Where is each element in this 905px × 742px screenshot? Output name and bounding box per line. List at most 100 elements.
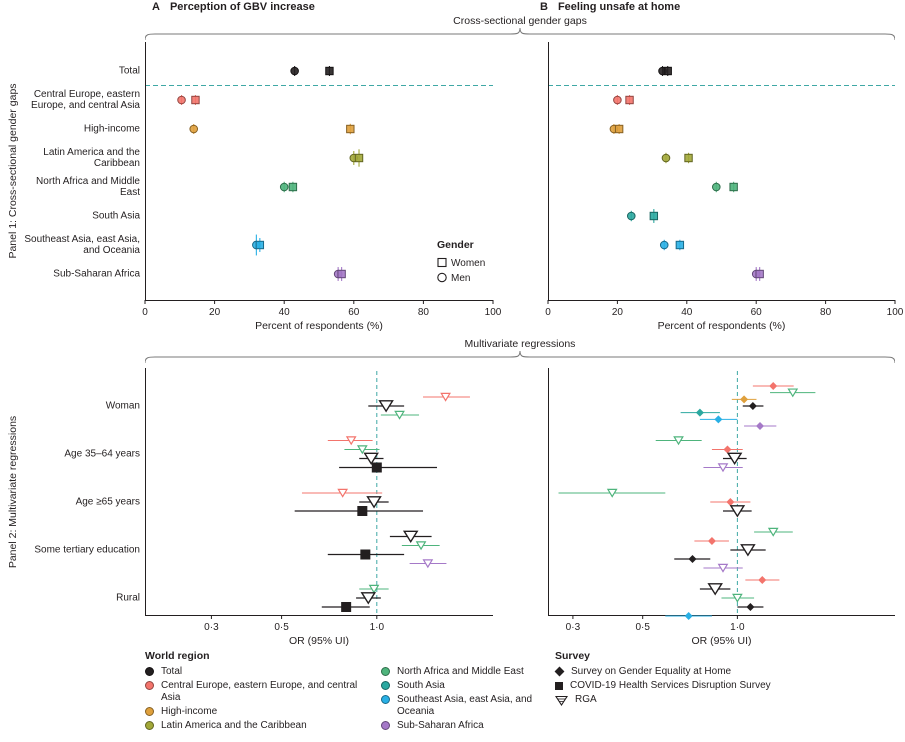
men-marker: [626, 211, 636, 221]
panel-b-regression-chart: 0·3 0·5 1·0 OR (95% UI): [548, 368, 895, 647]
category-label: Woman: [105, 400, 140, 412]
rga-survey-marker: [360, 592, 377, 605]
x-tick-label: 40: [681, 307, 693, 318]
category-label: Total: [118, 65, 140, 77]
women-marker: [663, 66, 672, 76]
rga-survey-marker: [345, 436, 357, 446]
legend-region-label: High-income: [161, 706, 218, 717]
sge-survey-marker: [769, 382, 778, 390]
women-marker: [614, 124, 624, 134]
rga-survey-marker: [732, 593, 743, 603]
panel-a-title: Perception of GBV increase: [169, 1, 315, 13]
covid-survey-marker: [357, 506, 368, 516]
survey-legend-items: Survey on Gender Equality at Home COVID-1…: [554, 666, 771, 706]
legend-region-item: Central Europe, eastern Europe, and cent…: [145, 680, 367, 704]
women-marker: [684, 153, 693, 163]
sge-survey-marker: [714, 415, 723, 424]
legend-region-dot-icon: [381, 695, 390, 704]
rga-survey-marker: [729, 505, 746, 518]
category-label: South Asia: [92, 210, 140, 222]
panel-a-letter: A: [152, 1, 160, 13]
x-tick-label: 0: [142, 307, 148, 318]
rga-survey-marker: [415, 541, 427, 551]
legend-region-dot-icon: [145, 681, 154, 690]
panel-b-header: B Feeling unsafe at home: [540, 1, 680, 13]
legend-square-icon: [555, 681, 563, 690]
legend-survey-label: RGA: [575, 694, 597, 705]
rga-survey-marker: [368, 584, 380, 594]
women-marker: [755, 269, 764, 279]
panel-a-regression-chart: 0·3 0·5 1·0 OR (95% UI): [145, 368, 493, 647]
rga-survey-marker: [726, 452, 743, 466]
x-tick-label: 60: [348, 307, 360, 318]
bottom-section-title: Multivariate regressions: [464, 338, 576, 350]
sge-survey-marker: [723, 445, 732, 454]
rga-survey-marker: [440, 392, 451, 402]
rga-survey-marker: [767, 527, 779, 537]
rga-survey-marker: [717, 563, 729, 573]
rga-survey-marker: [337, 488, 349, 498]
rga-survey-marker: [402, 530, 419, 544]
survey-legend: Survey Survey on Gender Equality at Home…: [554, 650, 771, 706]
x-axis-label: Percent of respondents (%): [658, 320, 786, 332]
women-marker: [346, 124, 355, 134]
chart-svg-top-a: 0 20 40 60 80 100 Percent of respondents (%) Ge…: [142, 42, 502, 332]
rga-survey-marker: [673, 436, 684, 446]
panel-b-gender-gap-chart: 0 20 40 60 80 100 Percent of respondents (%): [545, 42, 904, 332]
women-marker: [255, 240, 265, 250]
rga-survey-marker: [366, 496, 382, 509]
gender-legend-circle-icon: [437, 272, 447, 283]
legend-region-label: Southeast Asia, east Asia, and Oceania: [397, 694, 533, 717]
category-label: Some tertiary education: [34, 544, 140, 556]
world-region-legend-title: World region: [145, 650, 210, 662]
sge-survey-marker: [748, 402, 757, 410]
legend-diamond-icon: [554, 666, 565, 677]
legend-region-dot-icon: [381, 667, 390, 676]
sge-survey-marker: [688, 555, 697, 563]
survey-legend-title: Survey: [555, 650, 591, 662]
x-tick-label: 0·3: [204, 622, 219, 633]
men-marker: [659, 240, 669, 250]
rga-survey-marker: [356, 445, 368, 455]
category-label: Latin America and the Caribbean: [43, 147, 140, 169]
x-tick-label: 1·0: [370, 622, 385, 633]
category-label: High-income: [83, 123, 140, 135]
women-marker: [325, 66, 334, 76]
category-label: North Africa and Middle East: [36, 176, 140, 198]
x-tick-label: 0: [545, 307, 551, 318]
x-tick-label: 20: [209, 307, 221, 318]
sge-survey-marker: [758, 576, 767, 584]
legend-region-dot-icon: [145, 707, 154, 716]
rga-survey-marker: [787, 388, 799, 398]
legend-region-dot-icon: [145, 721, 154, 730]
rga-survey-marker: [363, 452, 379, 466]
x-tick-label: 1·0: [730, 622, 745, 633]
covid-survey-marker: [341, 602, 352, 612]
x-tick-label: 100: [887, 307, 904, 318]
women-marker: [729, 182, 738, 192]
legend-region-label: Central Europe, eastern Europe, and cent…: [161, 680, 358, 703]
legend-region-label: Latin America and the Caribbean: [161, 720, 307, 731]
world-region-legend-col1: Total Central Europe, eastern Europe, and…: [145, 666, 367, 732]
legend-region-label: Sub-Saharan Africa: [397, 720, 484, 731]
x-tick-label: 40: [279, 307, 291, 318]
sge-survey-marker: [684, 612, 693, 620]
women-marker: [625, 95, 634, 105]
covid-survey-marker: [371, 462, 382, 473]
men-marker: [189, 124, 199, 134]
category-label: Age 35–64 years: [64, 448, 140, 460]
x-tick-label: 80: [418, 307, 430, 318]
legend-region-dot-icon: [381, 681, 390, 690]
chart-svg-bottom-b: 0·3 0·5 1·0 OR (95% UI): [548, 368, 895, 647]
top-brace: [145, 28, 895, 41]
women-marker: [288, 182, 298, 192]
women-marker: [675, 240, 685, 250]
world-region-legend: World region Total Central Europe, easter…: [145, 650, 543, 732]
x-tick-label: 0·5: [274, 622, 289, 633]
bottom-brace: [145, 351, 895, 364]
rga-survey-marker: [422, 559, 434, 569]
rga-survey-marker: [378, 400, 394, 413]
rga-survey-marker: [717, 463, 729, 473]
legend-region-item: Total: [145, 666, 367, 678]
x-tick-label: 80: [820, 307, 832, 318]
